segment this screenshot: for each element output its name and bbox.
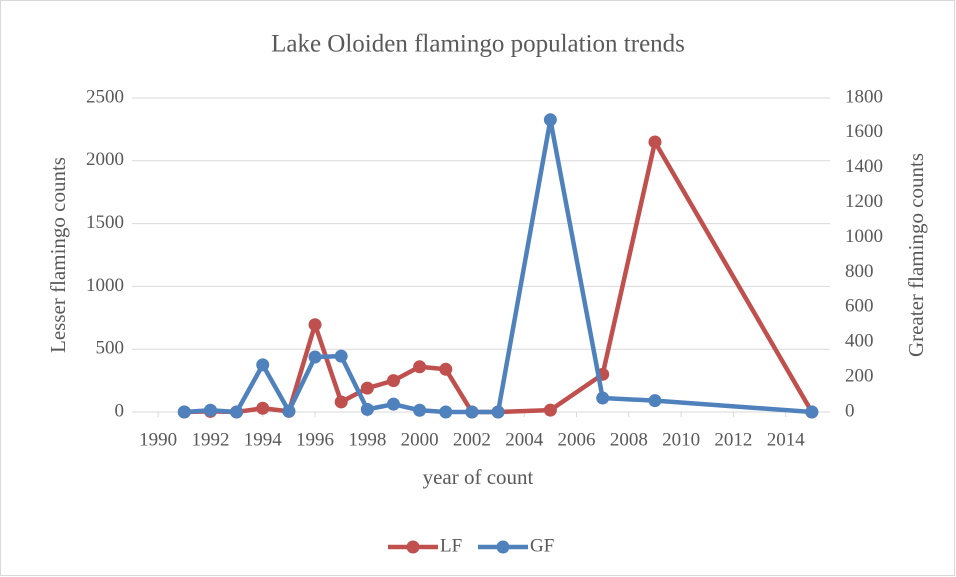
y-tick-label: 500 [96, 338, 125, 359]
point-marker [256, 401, 270, 415]
legend-marker [496, 540, 510, 554]
y2-tick-label: 1400 [845, 156, 883, 177]
point-marker [230, 405, 244, 419]
point-marker [203, 403, 217, 417]
point-marker [282, 404, 296, 418]
y-tick-label: 2500 [86, 86, 124, 107]
y2-tick-label: 600 [845, 296, 874, 317]
legend-label: GF [530, 535, 554, 556]
y2-tick-label: 800 [845, 261, 874, 282]
y-tick-label: 2000 [86, 149, 124, 170]
point-marker [543, 113, 557, 127]
y-tick-label: 1500 [86, 212, 124, 233]
x-tick-label: 2004 [505, 429, 544, 450]
point-marker [334, 395, 348, 409]
point-marker [439, 405, 453, 419]
y-axis-title: Lesser flamingo counts [46, 157, 70, 353]
legend-label: LF [440, 535, 462, 556]
point-marker [360, 381, 374, 395]
x-tick-label: 2002 [453, 429, 491, 450]
x-tick-label: 2010 [662, 429, 700, 450]
point-marker [491, 405, 505, 419]
point-marker [805, 405, 819, 419]
x-tick-label: 2000 [401, 429, 439, 450]
point-marker [596, 391, 610, 405]
x-tick-label: 2006 [558, 429, 596, 450]
point-marker [386, 397, 400, 411]
y2-tick-label: 0 [845, 400, 855, 421]
y2-tick-label: 1600 [845, 121, 883, 142]
point-marker [413, 403, 427, 417]
y-tick-label: 0 [115, 400, 125, 421]
y2-tick-label: 400 [845, 331, 874, 352]
point-marker [386, 374, 400, 388]
point-marker [543, 403, 557, 417]
x-tick-label: 1990 [139, 429, 177, 450]
point-marker [177, 405, 191, 419]
legend-marker [406, 540, 420, 554]
x-tick-label: 1996 [296, 429, 334, 450]
point-marker [308, 350, 322, 364]
point-marker [308, 318, 322, 332]
y2-tick-label: 200 [845, 365, 874, 386]
x-tick-label: 2014 [767, 429, 806, 450]
point-marker [648, 135, 662, 149]
y2-tick-label: 1200 [845, 191, 883, 212]
x-tick-label: 2012 [714, 429, 752, 450]
point-marker [256, 358, 270, 372]
point-marker [648, 394, 662, 408]
point-marker [465, 405, 479, 419]
point-marker [360, 402, 374, 416]
y2-tick-label: 1800 [845, 86, 883, 107]
x-tick-label: 1998 [348, 429, 386, 450]
point-marker [334, 349, 348, 363]
point-marker [413, 360, 427, 374]
y-tick-label: 1000 [86, 275, 124, 296]
x-tick-label: 1994 [244, 429, 283, 450]
y2-tick-label: 1000 [845, 226, 883, 247]
x-tick-label: 1992 [191, 429, 229, 450]
x-tick-label: 2008 [610, 429, 648, 450]
x-axis-title: year of count [423, 465, 534, 489]
point-marker [439, 362, 453, 376]
y2-axis-title: Greater flamingo counts [904, 153, 928, 357]
chart-title: Lake Oloiden flamingo population trends [271, 31, 685, 58]
